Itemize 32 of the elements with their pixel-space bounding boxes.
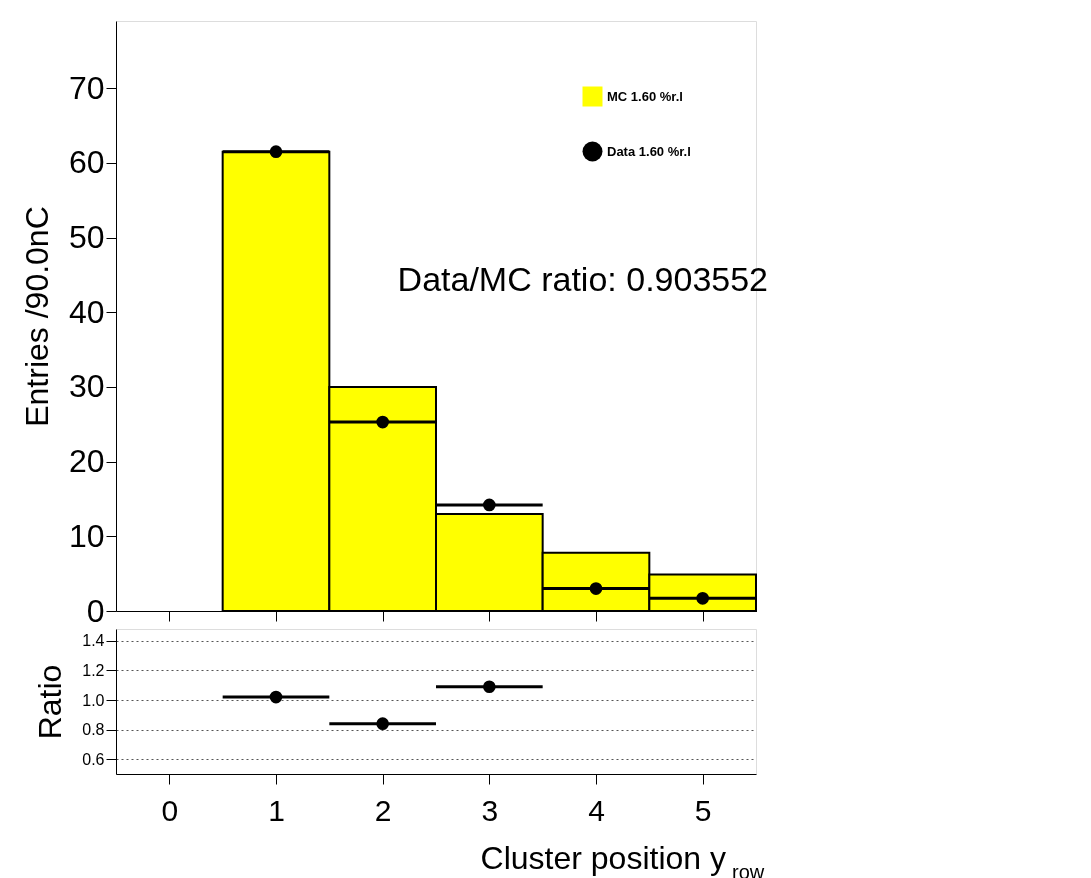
y-axis-title: Ratio <box>32 664 69 740</box>
point <box>376 717 389 731</box>
x-tick-label: 0 <box>161 793 179 827</box>
point <box>483 498 496 512</box>
y-tick-label: 70 <box>68 69 105 106</box>
y-tick-label: 1.0 <box>82 691 105 709</box>
point <box>483 680 496 694</box>
point <box>269 690 283 704</box>
y-axis-title: Entries /90.0nC <box>18 206 55 427</box>
y-tick-label: 0.8 <box>82 721 105 739</box>
y-tick-label: 0 <box>86 592 105 629</box>
point <box>589 582 603 595</box>
y-tick-label: 0.6 <box>82 750 105 768</box>
legend-label: MC 1.60 %r.l <box>607 88 683 104</box>
y-tick-label: 30 <box>68 368 105 405</box>
x-tick-label: 3 <box>481 793 499 827</box>
y-tick-label: 60 <box>68 144 105 181</box>
point <box>269 145 283 159</box>
point <box>376 415 389 429</box>
y-tick-label: 1.2 <box>82 661 105 679</box>
y-tick-label: 20 <box>68 443 105 480</box>
annotation: Data/MC ratio: 0.903552 <box>397 259 769 298</box>
point <box>696 591 709 605</box>
y-tick-label: 50 <box>68 219 105 256</box>
y-tick-label: 1.4 <box>82 632 105 650</box>
y-tick-label: 10 <box>68 517 105 554</box>
legend-label: Data 1.60 %r.l <box>607 143 691 159</box>
x-tick-label: 1 <box>268 793 285 827</box>
y-tick-label: 40 <box>68 293 105 330</box>
x-tick-label: 5 <box>694 793 712 827</box>
x-tick-label: 2 <box>374 793 392 827</box>
x-tick-label: 4 <box>588 793 605 827</box>
